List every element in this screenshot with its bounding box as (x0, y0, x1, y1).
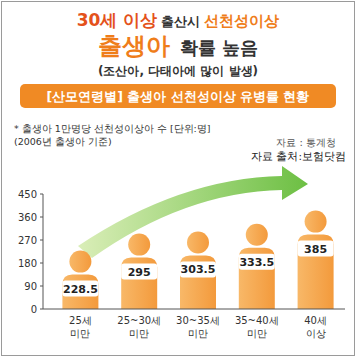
figure-body (121, 258, 157, 309)
y-tick (40, 309, 43, 310)
figure (298, 211, 334, 309)
y-tick-label: 360 (18, 212, 37, 223)
x-tick-label: 35~40세미만 (235, 315, 279, 339)
y-tick (40, 217, 43, 218)
x-tick-line: 미만 (129, 328, 149, 339)
data-label: 333.5 (239, 256, 274, 269)
banner (20, 84, 336, 108)
figure-head (128, 234, 150, 256)
y-tick (40, 194, 43, 195)
frame (2, 2, 355, 356)
y-tick-label: 0 (31, 304, 37, 315)
y-tick-label: 270 (18, 235, 37, 246)
x-tick-line: 미만 (70, 328, 90, 339)
title-part: 출생아 (98, 32, 170, 60)
title-line: 30세 이상출산시 선천성이상 (77, 10, 280, 30)
x-tick-label: 40세이상 (304, 315, 327, 339)
source: 자료 : 통계청 (276, 137, 336, 148)
figure-body (180, 255, 216, 309)
data-label: 228.5 (63, 283, 98, 296)
figure-head (305, 211, 327, 233)
figure-head (187, 231, 209, 253)
x-tick-line: 40세 (304, 315, 327, 326)
figure (239, 224, 275, 309)
x-tick-line: 25~30세 (117, 315, 161, 326)
label-box (239, 254, 275, 270)
y-tick-label: 450 (18, 189, 37, 200)
x-tick-line: 25세 (69, 315, 92, 326)
y-tick (40, 240, 43, 241)
x-tick-line: 30~35세 (176, 315, 220, 326)
figure-body (298, 235, 334, 309)
figure (121, 234, 157, 309)
figure-head (69, 251, 91, 273)
trend-arrow (78, 166, 308, 258)
x-tick-label: 25~30세미만 (117, 315, 161, 339)
data-label: 295 (128, 266, 151, 279)
label-box (180, 261, 216, 277)
marks (62, 211, 333, 309)
x-tick-label: 30~35세미만 (176, 315, 220, 339)
title-line: 출생아 확률 높음 (98, 32, 258, 60)
x-tick-line: 미만 (188, 328, 208, 339)
note: * 출생아 1만명당 선천성이상아 수 [단위:명] (14, 123, 211, 134)
figure (180, 231, 216, 309)
figure (62, 251, 98, 309)
source: 자료 출처:보험닷컴 (251, 150, 346, 162)
x-tick-line: 미만 (247, 328, 267, 339)
y-tick (40, 263, 43, 264)
data-label: 385 (304, 243, 327, 256)
title-part: 확률 높음 (180, 37, 258, 58)
title-part: 선천성이상 (204, 12, 279, 30)
data-label: 303.5 (181, 263, 216, 276)
title-part: 30세 이상 (77, 10, 158, 30)
note: (2006년 출생아 기준) (14, 136, 112, 147)
x-tick-label: 25세미만 (69, 315, 92, 339)
y-tick-label: 180 (18, 258, 37, 269)
x-tick-line: 35~40세 (235, 315, 279, 326)
y-axis (43, 194, 44, 309)
y-tick-label: 90 (24, 281, 37, 292)
data-labels: 228.5 295 303.5 333.5 385 (62, 241, 333, 297)
figure-body (62, 275, 98, 309)
label-box (62, 281, 98, 297)
title-part: 출산시 (161, 14, 200, 29)
x-axis (43, 309, 345, 310)
y-tick (40, 286, 43, 287)
subtitle: (조산아, 다태아에 많이 발생) (98, 64, 258, 78)
label-box (121, 264, 157, 280)
figure-head (246, 224, 268, 246)
label-box (298, 241, 334, 257)
x-tick-line: 이상 (306, 328, 326, 339)
figure-body (239, 248, 275, 309)
banner-text: [산모연령별] 출생아 선천성이상 유병률 현황 (47, 89, 310, 104)
